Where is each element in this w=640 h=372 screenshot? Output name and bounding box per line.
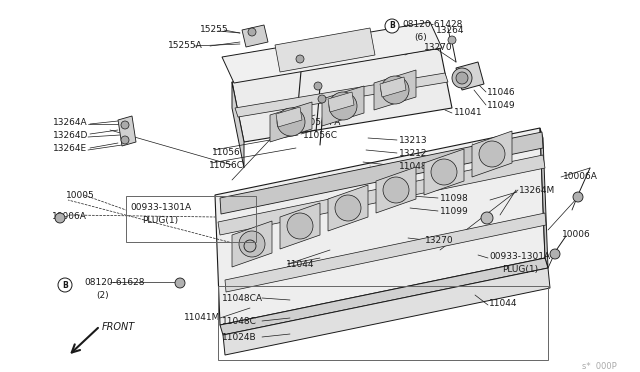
Text: B: B xyxy=(389,22,395,31)
Text: 10006: 10006 xyxy=(562,230,591,239)
Bar xyxy=(126,196,256,242)
Polygon shape xyxy=(242,25,268,47)
Polygon shape xyxy=(222,22,442,83)
Text: 13264D: 13264D xyxy=(53,131,88,140)
Circle shape xyxy=(452,68,472,88)
Text: 11056C: 11056C xyxy=(209,161,244,170)
Polygon shape xyxy=(380,77,406,97)
Circle shape xyxy=(239,231,265,257)
Text: 11044: 11044 xyxy=(489,299,518,308)
Text: 11024B: 11024B xyxy=(222,333,257,342)
Polygon shape xyxy=(225,213,546,292)
Text: 13213: 13213 xyxy=(399,136,428,145)
Text: 13270: 13270 xyxy=(424,43,452,52)
Polygon shape xyxy=(235,73,448,117)
Text: 10005: 10005 xyxy=(66,191,95,200)
Text: 13270: 13270 xyxy=(425,236,454,245)
Text: 11044: 11044 xyxy=(286,260,314,269)
Circle shape xyxy=(314,82,322,90)
Text: 13264A: 13264A xyxy=(53,118,88,127)
Text: 11056+A: 11056+A xyxy=(299,118,341,127)
Text: 15255: 15255 xyxy=(200,25,228,34)
Text: 13264: 13264 xyxy=(436,26,465,35)
Text: 11041M: 11041M xyxy=(184,313,220,322)
Circle shape xyxy=(287,213,313,239)
Polygon shape xyxy=(456,62,484,90)
Circle shape xyxy=(479,141,505,167)
Polygon shape xyxy=(220,132,543,214)
Polygon shape xyxy=(328,92,354,112)
Circle shape xyxy=(550,249,560,259)
Text: (6): (6) xyxy=(414,33,427,42)
Circle shape xyxy=(248,28,256,36)
Polygon shape xyxy=(540,128,548,268)
Polygon shape xyxy=(232,48,452,142)
Text: 13212: 13212 xyxy=(399,149,428,158)
Text: B: B xyxy=(62,280,68,289)
Text: 10006A: 10006A xyxy=(563,172,598,181)
Text: FRONT: FRONT xyxy=(102,322,135,332)
Circle shape xyxy=(277,108,305,136)
Circle shape xyxy=(481,212,493,224)
Polygon shape xyxy=(328,185,368,231)
Bar xyxy=(218,286,548,360)
Polygon shape xyxy=(322,86,364,126)
Circle shape xyxy=(456,72,468,84)
Text: (2): (2) xyxy=(96,291,109,300)
Text: 15255A: 15255A xyxy=(168,41,203,50)
Text: 11098: 11098 xyxy=(440,194,468,203)
Text: 11048B: 11048B xyxy=(399,162,434,171)
Text: 08120-61628: 08120-61628 xyxy=(84,278,145,287)
Polygon shape xyxy=(276,107,302,127)
Polygon shape xyxy=(218,155,545,235)
Text: 00933-1301A: 00933-1301A xyxy=(130,203,191,212)
Polygon shape xyxy=(280,203,320,249)
Circle shape xyxy=(335,195,361,221)
Text: 00933-1301A: 00933-1301A xyxy=(489,252,550,261)
Polygon shape xyxy=(215,128,545,325)
Text: PLUG(1): PLUG(1) xyxy=(502,265,538,274)
Circle shape xyxy=(296,55,304,63)
Polygon shape xyxy=(118,116,136,146)
Polygon shape xyxy=(374,70,416,110)
Circle shape xyxy=(448,36,456,44)
Text: 11048CA: 11048CA xyxy=(222,294,263,303)
Polygon shape xyxy=(232,221,272,267)
Circle shape xyxy=(573,192,583,202)
Circle shape xyxy=(381,76,409,104)
Circle shape xyxy=(385,19,399,33)
Text: 13264M: 13264M xyxy=(519,186,556,195)
Polygon shape xyxy=(232,82,244,168)
Text: 11049: 11049 xyxy=(487,101,516,110)
Text: 11099: 11099 xyxy=(440,207,468,216)
Text: 10006A: 10006A xyxy=(52,212,87,221)
Text: 13264E: 13264E xyxy=(53,144,87,153)
Polygon shape xyxy=(270,102,312,142)
Polygon shape xyxy=(472,131,512,177)
Circle shape xyxy=(121,121,129,129)
Circle shape xyxy=(431,159,457,185)
Circle shape xyxy=(383,177,409,203)
Circle shape xyxy=(55,213,65,223)
Polygon shape xyxy=(376,167,416,213)
Text: 11046: 11046 xyxy=(487,88,516,97)
Text: 11056C: 11056C xyxy=(303,131,338,140)
Polygon shape xyxy=(424,149,464,195)
Circle shape xyxy=(58,278,72,292)
Polygon shape xyxy=(275,28,375,72)
Text: 11048C: 11048C xyxy=(222,317,257,326)
Text: 08120-61428: 08120-61428 xyxy=(402,20,462,29)
Circle shape xyxy=(244,240,256,252)
Polygon shape xyxy=(220,258,548,335)
Circle shape xyxy=(175,278,185,288)
Polygon shape xyxy=(223,268,550,355)
Text: 11041: 11041 xyxy=(454,108,483,117)
Circle shape xyxy=(329,92,357,120)
Circle shape xyxy=(121,136,129,144)
Circle shape xyxy=(318,95,326,103)
Text: s*  000P: s* 000P xyxy=(582,362,617,371)
Text: PLUG(1): PLUG(1) xyxy=(142,216,178,225)
Text: 11056: 11056 xyxy=(212,148,241,157)
